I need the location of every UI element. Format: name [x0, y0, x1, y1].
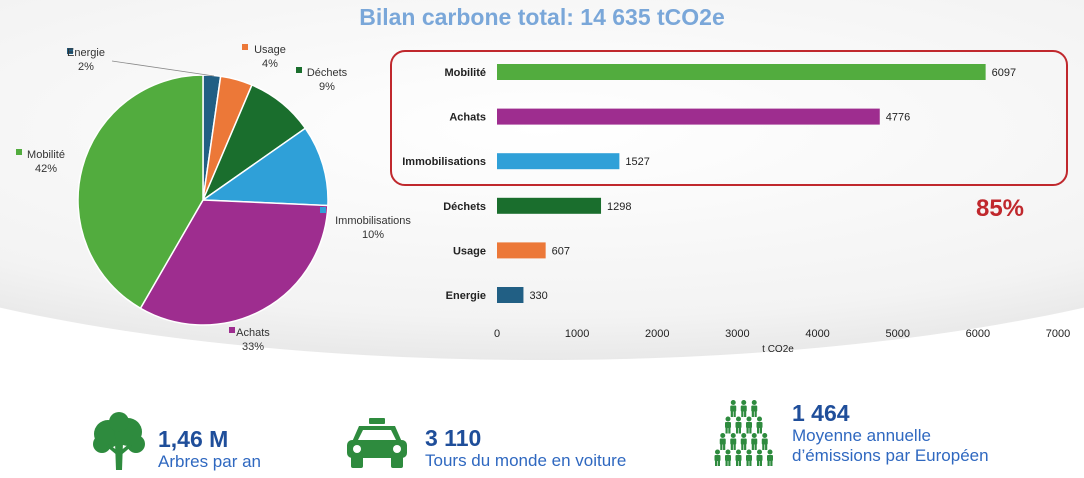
pie-label-dechets: Déchets [307, 67, 348, 79]
bar-dechets [497, 197, 602, 214]
bar-value-label-achats: 4776 [886, 112, 910, 124]
x-tick-label: 0 [494, 328, 500, 340]
bar-value-label-usage: 607 [552, 245, 570, 257]
x-tick-label: 6000 [966, 328, 990, 340]
x-tick-label: 3000 [725, 328, 749, 340]
stat-europe-value: 1 464 [792, 400, 850, 426]
bar-value-label-mobilite: 6097 [992, 67, 1016, 79]
pie-label-mobilite: Mobilité [27, 149, 65, 161]
highlight-percent-label: 85% [976, 195, 1024, 222]
stat-europe: 1 464 Moyenne annuelle d’émissions par E… [792, 400, 989, 466]
stat-trees-value: 1,46 M [158, 426, 229, 452]
bar-category-label-mobilite: Mobilité [444, 67, 486, 79]
pie-chart [77, 74, 329, 326]
pie-percent-usage: 4% [262, 58, 278, 70]
stat-europe-label-line2: d’émissions par Européen [792, 446, 989, 465]
page-title: Bilan carbone total: 14 635 tCO2e [359, 4, 725, 30]
pie-label-achats: Achats [236, 327, 270, 339]
pie-legend-labels: Energie 2% Usage 4% Déchets 9% Immobilisations… [16, 44, 411, 353]
bar-value-label-dechets: 1298 [607, 201, 631, 213]
x-tick-label: 1000 [565, 328, 589, 340]
bar-chart: Mobilité 6097 Achats 4776 Immobilisations 152… [402, 64, 1070, 355]
bar-immobilisations [497, 153, 620, 170]
pie-legend-marker-dechets [296, 67, 302, 73]
bar-category-label-achats: Achats [449, 112, 486, 124]
bar-category-label-dechets: Déchets [443, 201, 486, 213]
highlight-box [390, 50, 1068, 186]
pie-legend-marker-achats [229, 327, 235, 333]
x-axis-label: t CO2e [762, 344, 794, 355]
bar-category-label-energie: Energie [446, 290, 486, 302]
pie-legend-marker-energie [67, 48, 73, 54]
pie-leader-line-energie [111, 60, 215, 77]
pie-slice-mobilite [77, 74, 204, 310]
stat-trees-label: Arbres par an [158, 452, 261, 471]
stat-car: 3 110 Tours du monde en voiture [425, 425, 626, 471]
pie-label-usage: Usage [254, 44, 286, 56]
x-tick-label: 4000 [805, 328, 829, 340]
bar-mobilite [497, 64, 986, 80]
bar-value-label-energie: 330 [529, 290, 547, 302]
pie-label-energie: Energie [67, 47, 105, 59]
stat-europe-label-line1: Moyenne annuelle [792, 426, 931, 445]
pie-percent-immobilisations: 10% [362, 229, 384, 241]
pie-slice-achats [139, 199, 329, 326]
pie-percent-achats: 33% [242, 341, 264, 353]
bar-value-label-immobilisations: 1527 [625, 156, 649, 168]
people-icon [714, 400, 773, 466]
bar-category-label-usage: Usage [453, 245, 486, 257]
pie-percent-dechets: 9% [319, 81, 335, 93]
pie-label-immobilisations: Immobilisations [335, 215, 411, 227]
bar-energie [497, 287, 524, 303]
pie-legend-marker-mobilite [16, 149, 22, 155]
stat-trees: 1,46 M Arbres par an [158, 426, 261, 472]
x-tick-label: 7000 [1046, 328, 1070, 340]
car-icon [347, 418, 407, 468]
pie-slice-immobilisations [200, 127, 329, 207]
pie-percent-mobilite: 42% [35, 163, 57, 175]
pie-legend-marker-usage [242, 44, 248, 50]
x-tick-label: 2000 [645, 328, 669, 340]
stat-car-label: Tours du monde en voiture [425, 451, 627, 470]
bar-category-label-immobilisations: Immobilisations [402, 156, 486, 168]
bar-usage [497, 242, 546, 259]
bar-achats [497, 108, 880, 125]
pie-percent-energie: 2% [78, 61, 94, 73]
tree-icon [93, 412, 145, 470]
pie-legend-marker-immobilisations [320, 207, 326, 213]
x-tick-label: 5000 [885, 328, 909, 340]
stat-car-value: 3 110 [425, 425, 482, 451]
